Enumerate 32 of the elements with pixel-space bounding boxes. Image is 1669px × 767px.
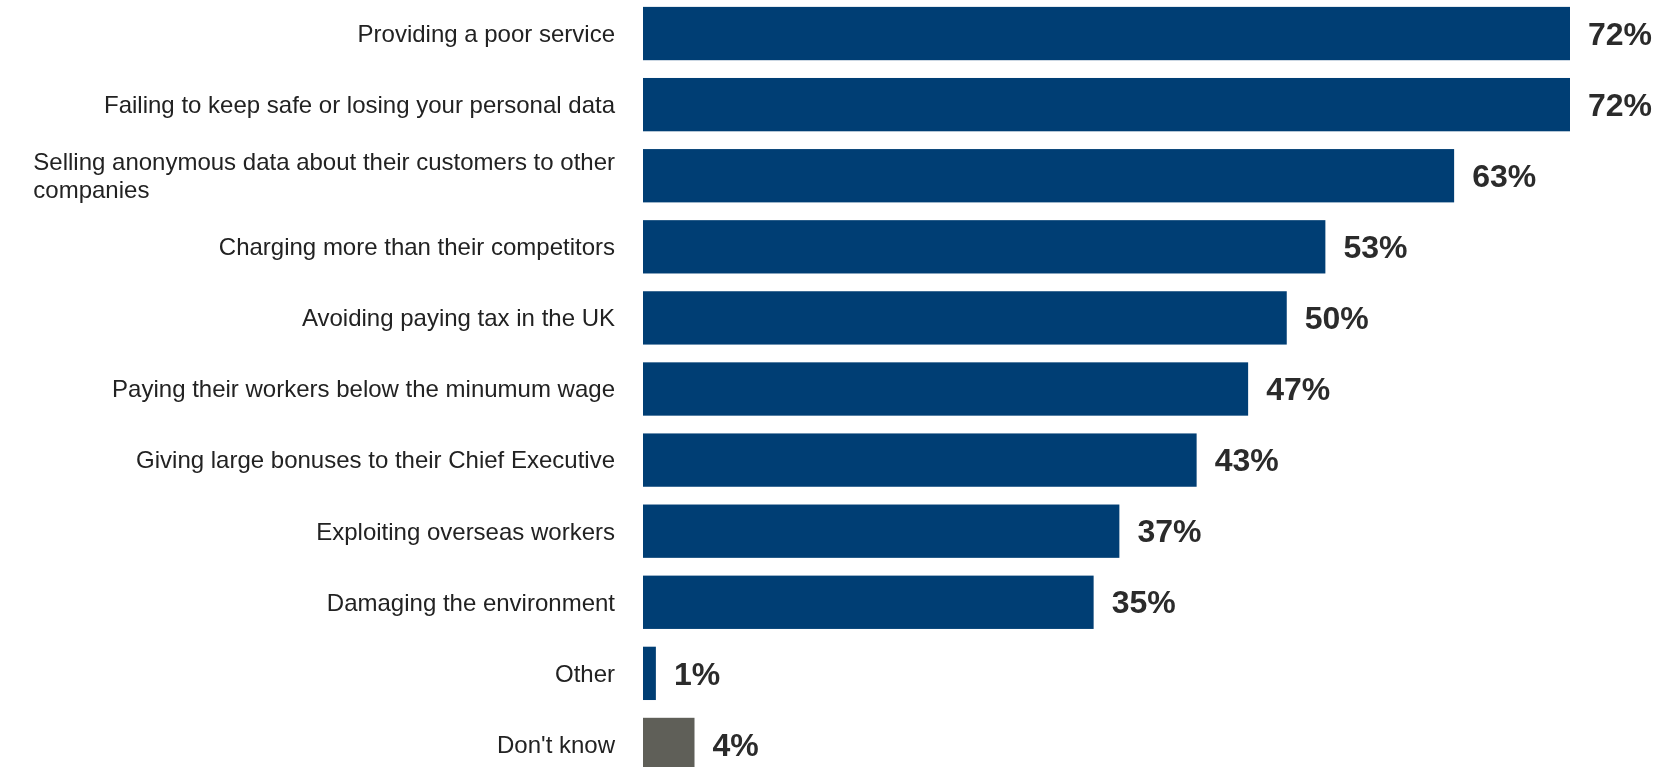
bar	[643, 646, 656, 701]
data-label: 35%	[1111, 584, 1176, 621]
y-tick-label: Providing a poor service	[357, 19, 615, 47]
y-tick-label: Don't know	[497, 730, 616, 758]
data-label: 47%	[1266, 371, 1331, 408]
y-tick-label: Failing to keep safe or losing your personal data	[104, 91, 616, 119]
y-tick-label: Exploiting overseas workers	[316, 517, 615, 545]
data-label: 53%	[1343, 229, 1408, 266]
y-tick-label: Damaging the environment	[326, 588, 616, 616]
data-label: 63%	[1472, 157, 1537, 194]
bar	[643, 77, 1570, 132]
y-tick-label: Paying their workers below the minumum wage	[112, 375, 615, 403]
data-label: 72%	[1588, 15, 1653, 52]
data-label: 37%	[1137, 513, 1202, 550]
bar	[643, 6, 1570, 61]
data-label: 43%	[1214, 442, 1279, 479]
y-tick-label: Giving large bonuses to their Chief Executive	[136, 446, 615, 474]
bar	[643, 504, 1120, 558]
bar	[643, 362, 1249, 416]
data-label: 4%	[712, 726, 759, 763]
bar	[643, 291, 1287, 345]
y-tick-label: Charging more than their competitors	[218, 233, 615, 261]
bar	[643, 433, 1197, 487]
data-label: 50%	[1304, 300, 1369, 337]
y-tick-label: Other	[554, 659, 615, 687]
data-label: 72%	[1588, 86, 1653, 123]
y-tick-label: Selling anonymous data about their customers to other companies	[33, 148, 616, 204]
bar	[643, 149, 1455, 203]
y-tick-label: Avoiding paying tax in the UK	[301, 304, 615, 332]
bar	[643, 575, 1094, 629]
data-label: 1%	[673, 655, 721, 692]
bar	[643, 220, 1326, 274]
